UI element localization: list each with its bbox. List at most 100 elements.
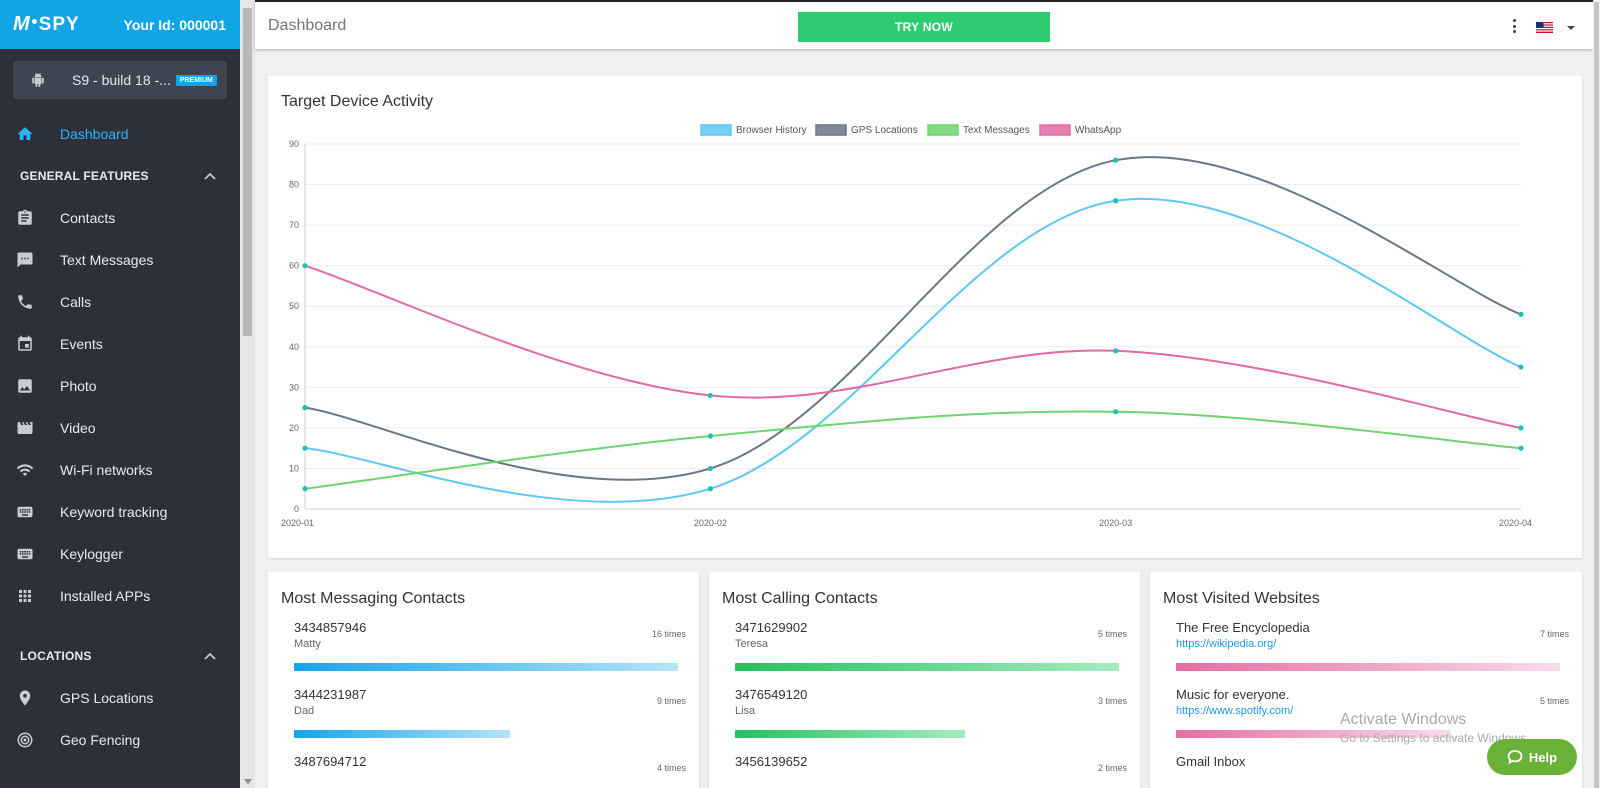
watermark-line2: Go to Settings to activate Windows. [1340, 731, 1530, 745]
sidebar-item-label: Text Messages [60, 252, 154, 268]
sidebar-item-contacts[interactable]: Contacts [0, 197, 240, 239]
sidebar-item-keylogger[interactable]: Keylogger [0, 533, 240, 575]
data-point-text-messages [707, 433, 713, 439]
calendar-icon [16, 335, 34, 353]
logo-dot [31, 19, 37, 24]
frequency-bar [294, 730, 510, 738]
count-label: 4 times [656, 763, 686, 773]
sidebar-item-photo[interactable]: Photo [0, 365, 240, 407]
windows-activation-watermark: Activate Windows Go to Settings to activ… [1340, 711, 1529, 745]
top-bar: Dashboard TRY NOW [255, 0, 1593, 49]
x-tick-label: 2020-03 [1099, 518, 1132, 528]
contact-name: Teresa [735, 638, 769, 650]
y-tick-label: 60 [289, 261, 299, 271]
series-line-text-messages [304, 410, 1522, 490]
chevron-up-icon [204, 652, 216, 660]
data-point-whatsapp [707, 392, 713, 399]
page-scrollbar[interactable] [1593, 0, 1600, 788]
sidebar-item-label: Calls [60, 294, 92, 310]
contact-name: Dad [294, 705, 315, 717]
sidebar-item-video[interactable]: Video [0, 407, 240, 449]
section-general-features[interactable]: GENERAL FEATURES [0, 155, 240, 197]
website-item[interactable]: The Free Encyclopedia https://wikipedia.o… [1176, 620, 1569, 680]
y-tick-label: 0 [294, 504, 299, 514]
website-url-link[interactable]: https://www.spotify.com/ [1176, 705, 1294, 717]
sidebar-item-label: Dashboard [60, 126, 129, 142]
chart-title: Target Device Activity [281, 93, 434, 110]
sidebar-item-wi-fi-networks[interactable]: Wi-Fi networks [0, 449, 240, 491]
y-tick-label: 70 [289, 220, 299, 230]
card-title: Most Messaging Contacts [281, 590, 466, 607]
data-point-whatsapp [1113, 348, 1119, 354]
frequency-bar [735, 663, 1119, 671]
contact-item[interactable]: 3471629902 Teresa 5 times [735, 620, 1127, 680]
contact-item[interactable]: 3487694712 4 times [294, 754, 686, 788]
contact-number: 3456139652 [735, 754, 808, 769]
y-tick-label: 80 [289, 180, 299, 190]
user-id: Your Id: 000001 [123, 16, 226, 33]
sidebar-item-text-messages[interactable]: Text Messages [0, 239, 240, 281]
contact-item[interactable]: 3456139652 2 times [735, 754, 1127, 788]
data-point-browser-history [302, 445, 308, 451]
legend-swatch [815, 124, 847, 136]
website-name: The Free Encyclopedia [1176, 620, 1310, 635]
website-item[interactable]: Gmail Inbox [1176, 754, 1569, 788]
try-now-button[interactable]: TRY NOW [798, 12, 1050, 42]
legend-swatch [927, 124, 959, 136]
card-title: Most Visited Websites [1163, 590, 1320, 607]
language-dropdown-caret[interactable] [1567, 26, 1575, 30]
us-flag-icon[interactable] [1536, 22, 1553, 33]
website-name: Music for everyone. [1176, 687, 1290, 702]
watermark-line1: Activate Windows [1340, 711, 1467, 728]
video-icon [16, 419, 34, 437]
legend-label: WhatsApp [1075, 125, 1122, 136]
x-tick-label: 2020-04 [1499, 518, 1532, 528]
help-button[interactable]: Help [1487, 739, 1577, 775]
activity-chart-card: Target Device Activity 0 10 20 30 40 50 60 70 80… [268, 76, 1582, 558]
website-url-link[interactable]: https://wikipedia.org/ [1176, 638, 1277, 650]
sidebar-item-geo-fencing[interactable]: Geo Fencing [0, 719, 240, 761]
x-tick-label: 2020-01 [281, 518, 314, 528]
y-tick-label: 90 [289, 139, 299, 149]
sidebar-item-label: Installed APPs [60, 588, 151, 604]
sidebar-header: M SPY Your Id: 000001 [0, 0, 240, 49]
count-label: 5 times [1539, 696, 1569, 706]
legend-label: GPS Locations [851, 125, 918, 136]
count-label: 9 times [656, 696, 686, 706]
count-label: 3 times [1097, 696, 1127, 706]
sidebar-item-dashboard[interactable]: Dashboard [0, 113, 240, 155]
more-options-icon[interactable] [1512, 19, 1516, 33]
website-item[interactable]: Music for everyone. https://www.spotify.c… [1176, 687, 1569, 747]
sidebar: M SPY Your Id: 000001 S9 - build 18 -... … [0, 0, 240, 788]
frequency-bar [1176, 663, 1560, 671]
sidebar-item-gps-locations[interactable]: GPS Locations [0, 677, 240, 719]
contact-item[interactable]: 3476549120 Lisa 3 times [735, 687, 1127, 747]
sidebar-item-calls[interactable]: Calls [0, 281, 240, 323]
legend-label: Browser History [736, 125, 807, 136]
section-locations[interactable]: LOCATIONS [0, 635, 240, 677]
logo-text: SPY [38, 13, 80, 35]
sidebar-item-label: Geo Fencing [60, 732, 141, 748]
data-point-gps-locations [302, 405, 308, 411]
keyboard-icon [16, 545, 34, 563]
scrollbar-thumb[interactable] [1594, 2, 1599, 788]
mspy-logo[interactable]: M SPY [13, 13, 80, 36]
calling-contacts-card: Most Calling Contacts 3471629902 Teresa 5 … [709, 572, 1140, 788]
frequency-bar [294, 663, 678, 671]
count-label: 16 times [651, 629, 686, 639]
sidebar-item-keyword-tracking[interactable]: Keyword tracking [0, 491, 240, 533]
scroll-down-arrow[interactable] [244, 779, 252, 784]
contact-name: Lisa [735, 705, 756, 717]
sidebar-scrollbar[interactable] [240, 0, 255, 788]
series-line-browser-history [304, 197, 1522, 503]
scrollbar-thumb[interactable] [243, 8, 252, 336]
image-icon [16, 377, 34, 395]
contact-item[interactable]: 3434857946 Matty 16 times [294, 620, 686, 680]
device-selector[interactable]: S9 - build 18 -... PREMIUM [13, 61, 227, 99]
location-pin-icon [16, 689, 34, 707]
x-tick-label: 2020-02 [694, 518, 727, 528]
sidebar-item-installed-apps[interactable]: Installed APPs [0, 575, 240, 617]
sidebar-item-events[interactable]: Events [0, 323, 240, 365]
contact-item[interactable]: 3444231987 Dad 9 times [294, 687, 686, 747]
contact-number: 3476549120 [735, 687, 808, 702]
